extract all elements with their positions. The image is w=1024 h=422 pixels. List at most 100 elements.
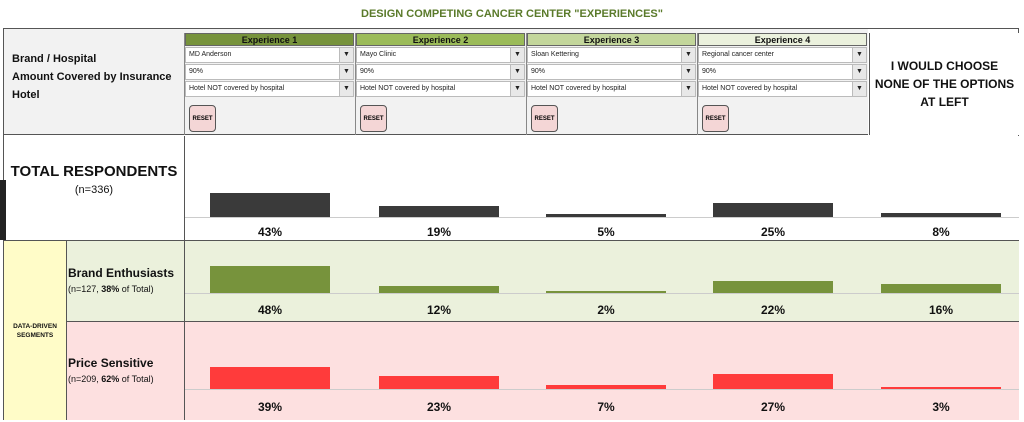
experience-3-reset-button[interactable]: RESET: [531, 105, 558, 132]
bar: [881, 284, 1001, 293]
select-value: 90%: [531, 68, 546, 75]
bar-value-label: 5%: [597, 225, 615, 239]
experience-4-hotel-select[interactable]: Hotel NOT covered by hospital ▼: [698, 81, 867, 97]
select-value: Hotel NOT covered by hospital: [360, 85, 456, 92]
brand-count-prefix: (n=127,: [68, 284, 102, 294]
triangle-down-icon[interactable]: ▼: [681, 48, 695, 62]
select-value: Mayo Clinic: [360, 51, 397, 58]
triangle-down-icon[interactable]: ▼: [852, 82, 866, 96]
brand-row: [4, 241, 1019, 322]
brand-count-suffix: of Total): [119, 284, 154, 294]
experience-2-hotel-select[interactable]: Hotel NOT covered by hospital ▼: [356, 81, 525, 97]
triangle-down-icon[interactable]: ▼: [339, 65, 353, 79]
attribute-labels: Brand / Hospital Amount Covered by Insur…: [12, 50, 172, 104]
experience-2-reset-button[interactable]: RESET: [360, 105, 387, 132]
bar-value-label: 2%: [597, 303, 615, 317]
experience-1-coverage-select[interactable]: 90% ▼: [185, 64, 354, 80]
total-title: TOTAL RESPONDENTS: [10, 163, 178, 180]
brand-title: Brand Enthusiasts: [68, 266, 175, 280]
attr-coverage-label: Amount Covered by Insurance: [12, 71, 172, 83]
experience-4-reset-button[interactable]: RESET: [702, 105, 729, 132]
triangle-down-icon[interactable]: ▼: [510, 82, 524, 96]
select-value: Regional cancer center: [702, 51, 774, 58]
bar-value-label: 22%: [760, 303, 786, 317]
experience-2-coverage-select[interactable]: 90% ▼: [356, 64, 525, 80]
bar: [881, 387, 1001, 389]
select-value: MD Anderson: [189, 51, 232, 58]
triangle-down-icon[interactable]: ▼: [852, 65, 866, 79]
experience-4-panel: Experience 4 Regional cancer center ▼ 90%…: [697, 33, 867, 135]
bar-value-label: 27%: [760, 400, 786, 414]
experience-2-panel: Experience 2 Mayo Clinic ▼ 90% ▼ Hotel NOT…: [355, 33, 525, 135]
brand-enthusiasts-label: Brand Enthusiasts (n=127, 38% of Total): [68, 266, 184, 294]
bar: [546, 214, 666, 217]
row-marker: [0, 180, 6, 240]
page-title: DESIGN COMPETING CANCER CENTER "EXPERIEN…: [361, 8, 663, 20]
experience-4-header: Experience 4: [698, 33, 867, 46]
total-row: [4, 136, 1019, 241]
bar: [713, 373, 833, 389]
attr-hotel-label: Hotel: [12, 89, 40, 101]
experience-3-hotel-select[interactable]: Hotel NOT covered by hospital ▼: [527, 81, 696, 97]
experience-1-brand-select[interactable]: MD Anderson ▼: [185, 47, 354, 63]
triangle-down-icon[interactable]: ▼: [681, 82, 695, 96]
segments-tab: DATA-DRIVEN SEGMENTS: [4, 241, 67, 420]
triangle-down-icon[interactable]: ▼: [510, 48, 524, 62]
bar-value-label: 12%: [426, 303, 452, 317]
experience-1-panel: Experience 1 MD Anderson ▼ 90% ▼ Hotel NOT…: [184, 33, 354, 135]
bar: [210, 367, 330, 389]
triangle-down-icon[interactable]: ▼: [339, 82, 353, 96]
bar: [379, 286, 499, 293]
brand-count: (n=127, 38% of Total): [68, 284, 184, 294]
bar-value-label: 43%: [257, 225, 283, 239]
none-option-label: I WOULD CHOOSE NONE OF THE OPTIONS AT LE…: [869, 33, 1019, 135]
price-share: 62%: [101, 374, 120, 384]
select-value: Hotel NOT covered by hospital: [702, 85, 798, 92]
experience-4-coverage-select[interactable]: 90% ▼: [698, 64, 867, 80]
experience-3-brand-select[interactable]: Sloan Kettering ▼: [527, 47, 696, 63]
select-value: Hotel NOT covered by hospital: [189, 85, 285, 92]
select-value: 90%: [360, 68, 375, 75]
bar: [379, 376, 499, 389]
bar-value-label: 23%: [426, 400, 452, 414]
price-count-prefix: (n=209,: [68, 374, 102, 384]
bar: [210, 266, 330, 293]
bar-value-label: 25%: [760, 225, 786, 239]
experience-1-hotel-select[interactable]: Hotel NOT covered by hospital ▼: [185, 81, 354, 97]
experience-3-coverage-select[interactable]: 90% ▼: [527, 64, 696, 80]
attr-brand-label: Brand / Hospital: [12, 53, 97, 65]
bar-value-label: 7%: [597, 400, 615, 414]
total-count: (n=336): [74, 184, 114, 196]
bar: [546, 385, 666, 389]
total-respondents-label: TOTAL RESPONDENTS (n=336): [4, 136, 184, 241]
triangle-down-icon[interactable]: ▼: [852, 48, 866, 62]
axis-baseline: [185, 293, 1019, 294]
bar-value-label: 16%: [928, 303, 954, 317]
select-value: 90%: [702, 68, 717, 75]
bar-value-label: 19%: [426, 225, 452, 239]
experience-1-reset-button[interactable]: RESET: [189, 105, 216, 132]
price-count: (n=209, 62% of Total): [68, 374, 184, 384]
bar-value-label: 39%: [257, 400, 283, 414]
price-row: [4, 322, 1019, 420]
select-value: Hotel NOT covered by hospital: [531, 85, 627, 92]
bar: [546, 291, 666, 293]
axis-baseline: [185, 389, 1019, 390]
price-count-suffix: of Total): [119, 374, 154, 384]
bar: [713, 280, 833, 293]
price-title: Price Sensitive: [68, 356, 154, 370]
experience-2-brand-select[interactable]: Mayo Clinic ▼: [356, 47, 525, 63]
triangle-down-icon[interactable]: ▼: [510, 65, 524, 79]
triangle-down-icon[interactable]: ▼: [681, 65, 695, 79]
bar-value-label: 48%: [257, 303, 283, 317]
bar: [713, 203, 833, 217]
column-divider: [184, 136, 185, 420]
select-value: Sloan Kettering: [531, 51, 579, 58]
experience-3-header: Experience 3: [527, 33, 696, 46]
experience-2-header: Experience 2: [356, 33, 525, 46]
experience-3-panel: Experience 3 Sloan Kettering ▼ 90% ▼ Hotel…: [526, 33, 696, 135]
bar-value-label: 3%: [932, 400, 950, 414]
bar: [379, 206, 499, 217]
experience-4-brand-select[interactable]: Regional cancer center ▼: [698, 47, 867, 63]
triangle-down-icon[interactable]: ▼: [339, 48, 353, 62]
